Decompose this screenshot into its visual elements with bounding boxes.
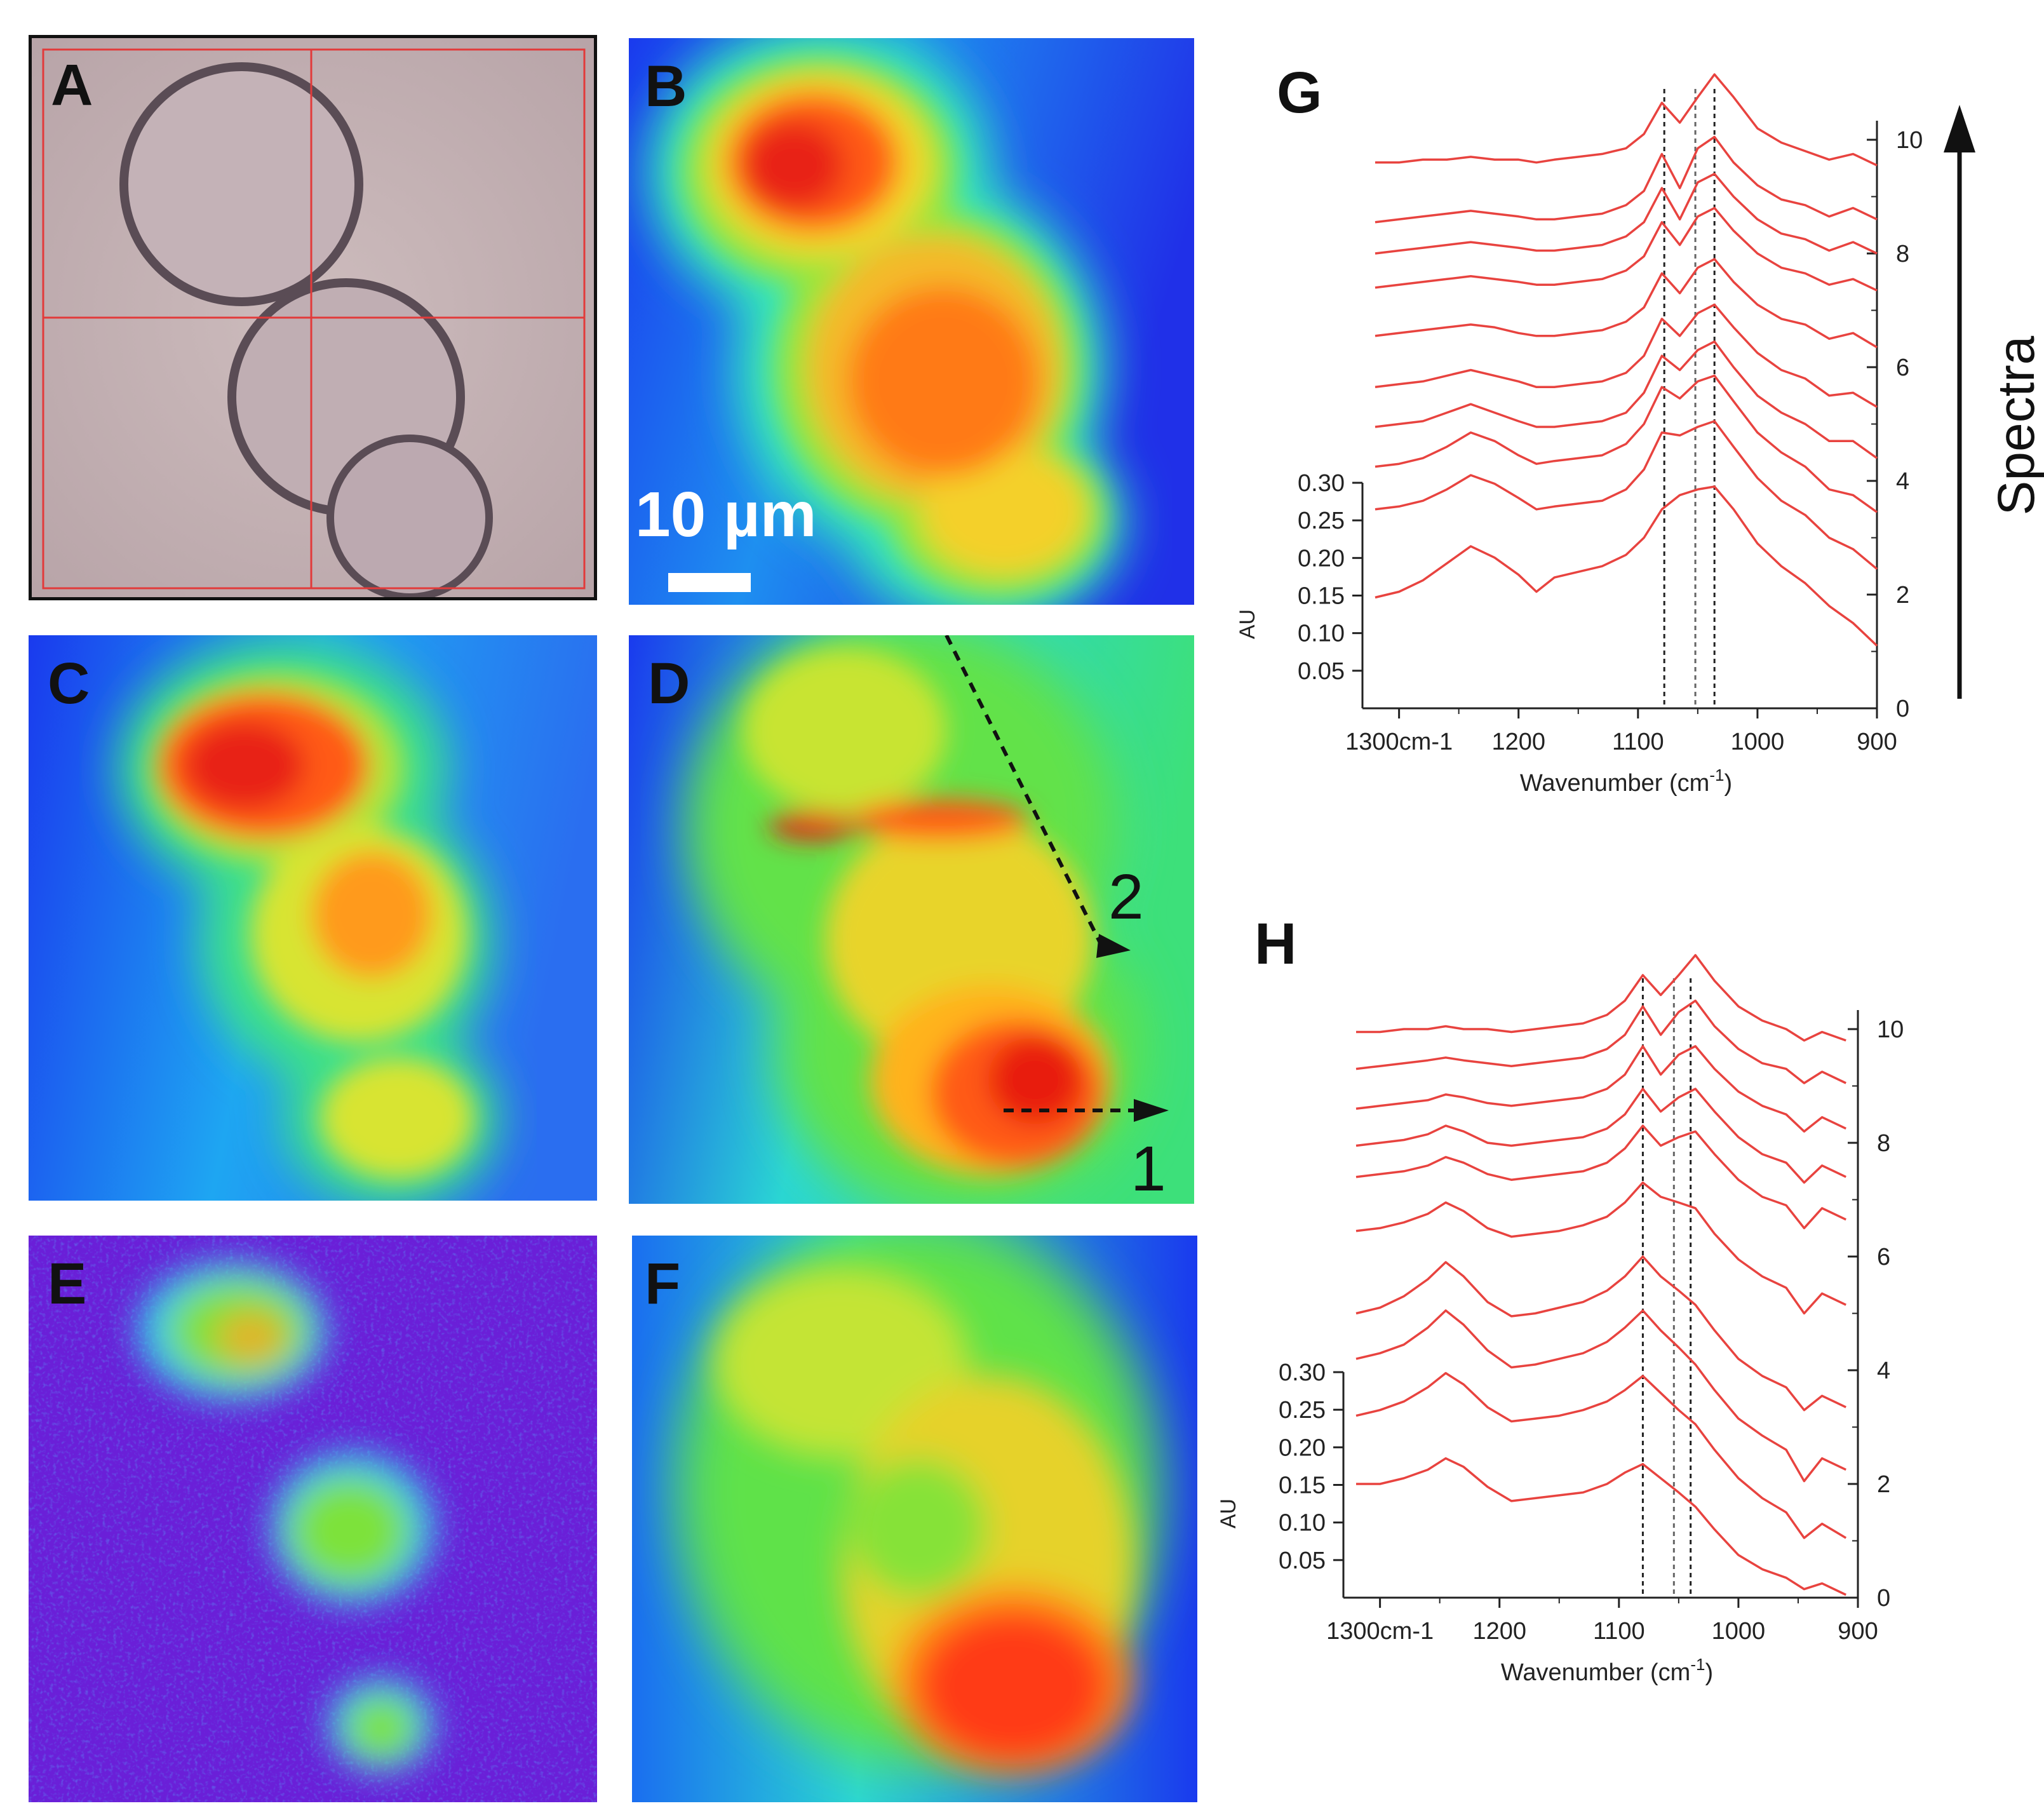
- spectrum-line-4: [1355, 1255, 1846, 1412]
- spectrum-line-7: [1355, 1088, 1846, 1184]
- spectra-chart-h: 1300cm-1 1200 1100 1000 900 Wavenumber (cm-1)…: [1216, 954, 1904, 1686]
- spectrum-line-10: [1375, 73, 1878, 166]
- panel-label-f: F: [645, 1251, 681, 1316]
- spectra-side-label: Spectra: [1987, 335, 2044, 516]
- x-tick-label: 1300cm-1: [1326, 1618, 1434, 1645]
- right-tick-label: 8: [1896, 241, 1909, 267]
- right-tick-label: 10: [1877, 1016, 1904, 1043]
- panel-label-c: C: [48, 651, 90, 716]
- x-tick-label: 1000: [1731, 729, 1785, 755]
- x-axis-label: Wavenumber (cm-1): [1501, 1655, 1713, 1686]
- left-tick-label: 0.15: [1279, 1473, 1326, 1499]
- right-tick-label: 8: [1877, 1130, 1890, 1157]
- spectrum-line-5: [1375, 303, 1878, 408]
- right-tick-label: 4: [1896, 468, 1909, 495]
- left-tick-label: 0.10: [1279, 1510, 1326, 1537]
- panel-label-e: E: [48, 1251, 87, 1316]
- y-axis-label: AU: [1216, 1499, 1241, 1528]
- y-axis-label: AU: [1235, 609, 1260, 639]
- spectrum-line-5: [1355, 1181, 1846, 1315]
- panel-f-ir-map: F: [632, 1236, 1197, 1802]
- ir-map-e: [29, 1236, 597, 1802]
- x-tick-label: 1200: [1472, 1618, 1526, 1645]
- panel-label-h: H: [1254, 912, 1297, 976]
- right-tick-label: 6: [1877, 1244, 1890, 1271]
- left-tick-label: 0.05: [1298, 658, 1345, 685]
- spectrum-line-1: [1375, 485, 1878, 647]
- left-tick-label: 0.20: [1298, 545, 1345, 572]
- spectrum-line-8: [1355, 1045, 1846, 1133]
- x-tick-label: 1200: [1491, 729, 1545, 755]
- panel-d-ir-map: D 2 1: [629, 635, 1194, 1204]
- cell-outline-bottom: [326, 435, 493, 597]
- x-tick-label: 1000: [1712, 1618, 1766, 1645]
- left-tick-label: 0.15: [1298, 583, 1345, 610]
- arrow-1-head: [1134, 1099, 1169, 1122]
- spectrum-line-10: [1356, 954, 1846, 1042]
- spectrum-line-3: [1375, 374, 1878, 513]
- right-tick-label: 0: [1877, 1585, 1890, 1612]
- panel-label-a: A: [51, 53, 93, 118]
- spectrum-line-4: [1375, 340, 1878, 459]
- arrow-label-2: 2: [1108, 861, 1144, 933]
- right-tick-label: 6: [1896, 354, 1909, 381]
- panel-label-g: G: [1277, 60, 1322, 125]
- panel-a-optical-image: A: [29, 35, 597, 600]
- ir-map-d: [629, 635, 1194, 1204]
- ir-map-b: [629, 38, 1194, 605]
- left-tick-label: 0.10: [1298, 621, 1345, 647]
- spectrum-line-1: [1356, 1457, 1846, 1596]
- x-axis-label: Wavenumber (cm-1): [1520, 765, 1732, 797]
- spectrum-line-2: [1355, 1372, 1847, 1539]
- spectra-arrow: [1944, 105, 1975, 699]
- spectrum-line-7: [1375, 206, 1878, 292]
- panel-e-ir-map: E: [29, 1236, 597, 1802]
- scale-bar-label: 10 µm: [635, 479, 817, 550]
- left-tick-label: 0.30: [1279, 1359, 1326, 1386]
- x-tick-label: 1100: [1612, 729, 1664, 755]
- arrow-2-head: [1096, 934, 1131, 958]
- spectrum-line-8: [1375, 172, 1878, 255]
- scale-bar: [668, 573, 751, 592]
- right-tick-label: 2: [1896, 582, 1909, 609]
- red-frame: [42, 48, 586, 590]
- right-tick-label: 10: [1896, 127, 1923, 154]
- panel-label-d: D: [648, 651, 690, 716]
- spectra-chart-g: 1300cm-1 1200 1100 1000 900 Wavenumber (cm-1)…: [1235, 73, 1923, 797]
- spectrum-line-2: [1375, 420, 1878, 570]
- spectra-arrow-head: [1944, 105, 1975, 152]
- left-tick-label: 0.25: [1279, 1397, 1326, 1424]
- x-tick-label: 900: [1857, 729, 1897, 755]
- spectrum-line-3: [1355, 1309, 1846, 1483]
- optical-image: [32, 38, 594, 597]
- left-tick-label: 0.30: [1298, 470, 1345, 497]
- ir-map-c: [29, 635, 597, 1201]
- x-tick-label: 1300cm-1: [1345, 729, 1453, 755]
- spectrum-line-6: [1375, 258, 1878, 349]
- cell-outline-top: [119, 62, 363, 306]
- left-tick-label: 0.05: [1279, 1547, 1326, 1574]
- ir-map-f: [632, 1236, 1197, 1802]
- spectrum-line-9: [1375, 135, 1878, 224]
- x-tick-label: 1100: [1593, 1618, 1645, 1645]
- right-tick-label: 4: [1877, 1358, 1890, 1384]
- right-tick-label: 2: [1877, 1471, 1890, 1498]
- panel-b-ir-map: B 10 µm: [629, 38, 1194, 605]
- arrow-label-1: 1: [1131, 1133, 1166, 1204]
- right-tick-label: 0: [1896, 696, 1909, 722]
- spectrum-line-9: [1355, 999, 1846, 1084]
- left-tick-label: 0.25: [1298, 508, 1345, 534]
- spectrum-line-6: [1355, 1124, 1846, 1230]
- panel-label-b: B: [645, 54, 687, 119]
- x-tick-label: 900: [1838, 1618, 1878, 1645]
- arrow-2-line: [945, 635, 1104, 948]
- panel-c-ir-map: C: [29, 635, 597, 1201]
- left-tick-label: 0.20: [1279, 1434, 1326, 1461]
